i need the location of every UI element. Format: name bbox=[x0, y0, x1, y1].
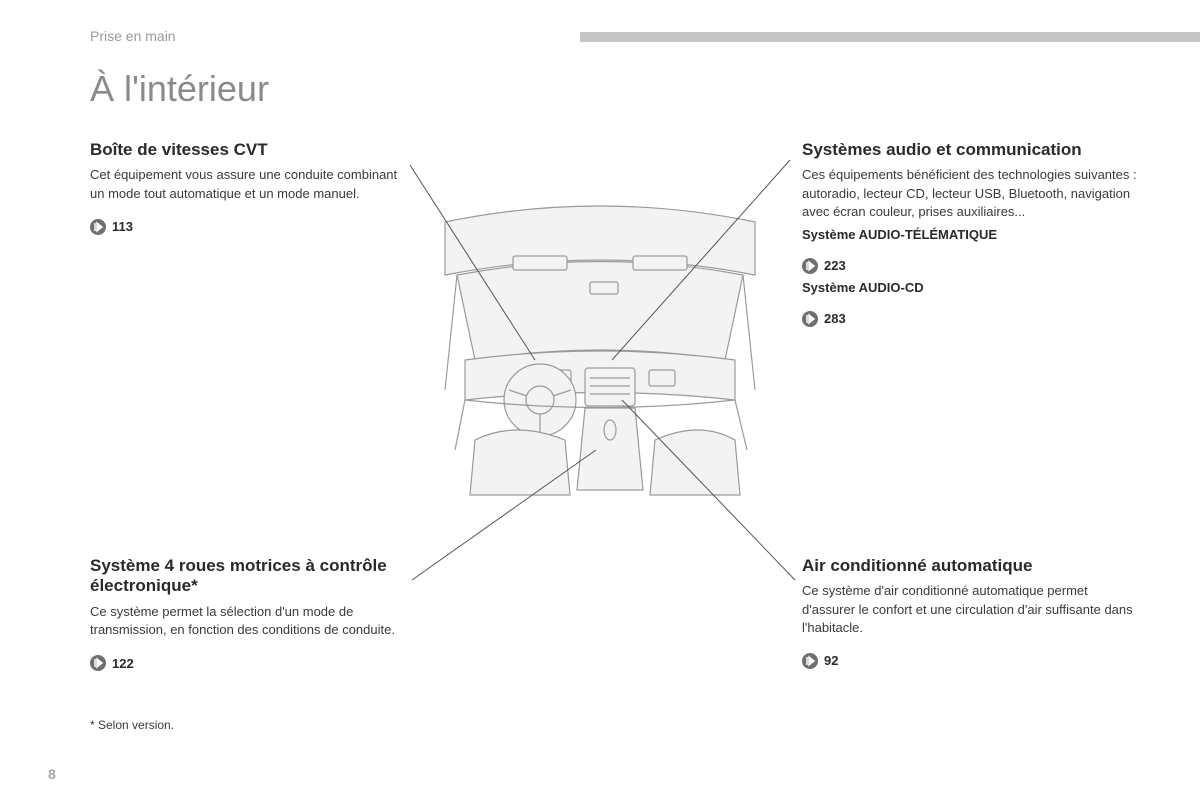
section-audio-body: Ces équipements bénéficient des technolo… bbox=[802, 166, 1142, 221]
section-ac-heading: Air conditionné automatique bbox=[802, 556, 1142, 576]
audio-sub1-label: Système AUDIO-TÉLÉMATIQUE bbox=[802, 227, 1142, 242]
page-number: 8 bbox=[48, 766, 56, 782]
section-ac-body: Ce système d'air conditionné automatique… bbox=[802, 582, 1142, 637]
header-rule bbox=[580, 32, 1200, 42]
dashboard-illustration: .ln{stroke:#9a9a9a;stroke-width:1.2;fill… bbox=[435, 190, 765, 500]
page-ref-cvt-number: 113 bbox=[112, 219, 133, 234]
page-ref-audio1-number: 223 bbox=[824, 258, 846, 273]
forward-icon bbox=[802, 653, 818, 669]
footnote: * Selon version. bbox=[90, 718, 174, 732]
page-ref-cvt: 113 bbox=[90, 219, 410, 235]
section-audio-heading: Systèmes audio et communication bbox=[802, 140, 1142, 160]
page-ref-audio2: 283 bbox=[802, 311, 1142, 327]
section-4wd-body: Ce système permet la sélection d'un mode… bbox=[90, 603, 420, 639]
forward-icon bbox=[802, 258, 818, 274]
breadcrumb: Prise en main bbox=[90, 28, 176, 44]
section-ac: Air conditionné automatique Ce système d… bbox=[802, 556, 1142, 669]
page-ref-audio2-number: 283 bbox=[824, 311, 846, 326]
audio-sub2-label: Système AUDIO-CD bbox=[802, 280, 1142, 295]
page-ref-audio1: 223 bbox=[802, 258, 1142, 274]
forward-icon bbox=[802, 311, 818, 327]
forward-icon bbox=[90, 219, 106, 235]
section-cvt-heading: Boîte de vitesses CVT bbox=[90, 140, 410, 160]
section-4wd-heading: Système 4 roues motrices à contrôle élec… bbox=[90, 556, 420, 597]
section-cvt-body: Cet équipement vous assure une conduite … bbox=[90, 166, 410, 202]
page-ref-ac-number: 92 bbox=[824, 653, 838, 668]
page-ref-4wd-number: 122 bbox=[112, 656, 134, 671]
forward-icon bbox=[90, 655, 106, 671]
section-audio: Systèmes audio et communication Ces équi… bbox=[802, 140, 1142, 327]
page-title: À l'intérieur bbox=[90, 68, 269, 110]
section-cvt: Boîte de vitesses CVT Cet équipement vou… bbox=[90, 140, 410, 235]
page-ref-ac: 92 bbox=[802, 653, 1142, 669]
page-ref-4wd: 122 bbox=[90, 655, 420, 671]
section-4wd: Système 4 roues motrices à contrôle élec… bbox=[90, 556, 420, 671]
